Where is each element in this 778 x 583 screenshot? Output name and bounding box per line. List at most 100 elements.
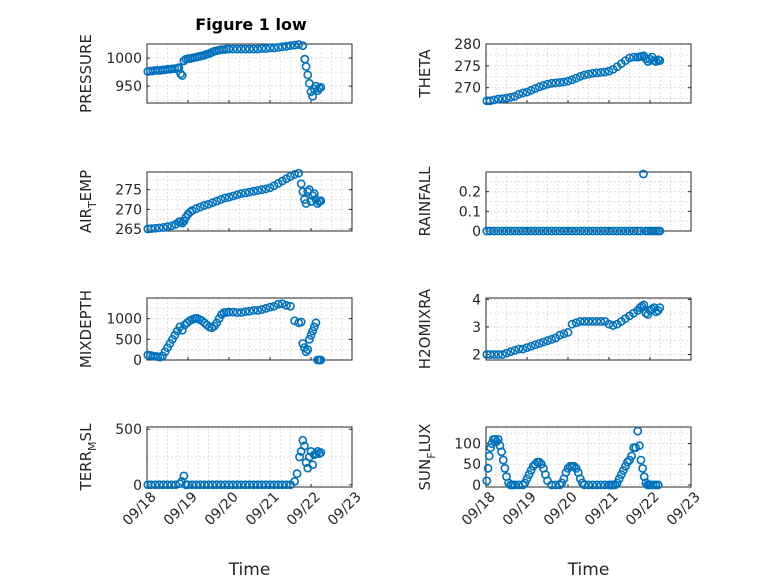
data-point <box>575 71 585 81</box>
y-axis-label: H2OMIXRA <box>416 288 434 369</box>
data-point <box>191 204 201 213</box>
data-point <box>502 93 511 103</box>
data-point <box>257 480 267 490</box>
x-tick-label: 09/20 <box>202 489 242 529</box>
y-tick-label: 265 <box>115 222 142 238</box>
x-tick-label: 09/19 <box>500 489 540 529</box>
data-point <box>514 344 524 354</box>
data-point <box>518 226 528 236</box>
data-point <box>610 480 620 490</box>
data-point <box>163 222 172 232</box>
data-point <box>294 40 304 49</box>
data-point <box>150 480 160 490</box>
data-point <box>311 318 321 328</box>
y-tick-label: 0 <box>133 478 142 494</box>
data-point <box>522 226 532 236</box>
data-point <box>530 340 540 350</box>
data-point <box>150 223 160 233</box>
data-point <box>623 457 632 467</box>
data-point <box>638 463 648 473</box>
data-point <box>261 184 271 194</box>
data-point <box>489 350 499 359</box>
axes-box <box>485 297 692 361</box>
data-point <box>534 82 544 92</box>
data-point <box>614 474 624 484</box>
data-point <box>301 347 311 357</box>
data-point <box>627 451 636 461</box>
data-point <box>608 226 618 236</box>
data-point <box>179 471 189 481</box>
data-point <box>497 94 507 104</box>
data-point <box>551 226 561 236</box>
x-tick-label: 09/21 <box>582 489 622 529</box>
data-point <box>228 307 238 317</box>
data-point <box>154 480 164 490</box>
data-point <box>633 426 643 436</box>
data-point <box>306 330 316 340</box>
data-point <box>493 226 503 236</box>
data-point <box>316 448 326 457</box>
data-point <box>304 334 314 344</box>
data-point <box>592 480 602 490</box>
data-point <box>634 441 644 451</box>
y-tick-label: 3 <box>472 320 481 336</box>
data-point <box>588 226 597 236</box>
data-point <box>625 53 634 63</box>
data-point <box>526 85 536 95</box>
data-point <box>216 195 226 204</box>
data-point <box>608 321 618 330</box>
data-point <box>514 226 524 236</box>
data-point <box>547 226 556 236</box>
data-point <box>146 224 156 234</box>
data-point <box>208 480 217 490</box>
data-point <box>502 226 511 236</box>
data-point <box>232 308 242 317</box>
data-point <box>273 299 283 309</box>
data-point <box>596 317 606 326</box>
data-point <box>518 88 528 98</box>
data-point <box>584 480 593 490</box>
data-point <box>232 44 242 54</box>
data-point <box>228 191 238 201</box>
data-point <box>212 196 222 206</box>
data-point <box>621 461 630 471</box>
data-point <box>543 79 552 89</box>
data-point <box>584 317 593 326</box>
data-point <box>580 480 589 490</box>
data-point <box>612 478 622 488</box>
subplot-7: 0 500 09/18 09/19 09/20 09/21 09/22 09/23 Time TE… <box>77 422 365 580</box>
data-point <box>249 480 258 490</box>
data-point <box>497 350 507 359</box>
data-point <box>555 330 565 340</box>
data-point <box>559 329 569 339</box>
data-point <box>596 68 606 77</box>
data-point <box>265 183 275 193</box>
data-point <box>253 305 263 315</box>
data-point <box>224 44 234 54</box>
data-point <box>286 171 295 181</box>
data-point <box>612 226 622 236</box>
data-point <box>158 223 168 232</box>
data-point <box>269 480 279 490</box>
data-point <box>249 44 258 54</box>
data-point <box>643 310 653 319</box>
data-point <box>286 41 295 51</box>
subplot-3: 265 270 275 AIRTEMP <box>77 168 353 238</box>
data-point <box>510 480 520 490</box>
data-point <box>575 474 585 484</box>
data-point <box>557 478 567 488</box>
data-point <box>621 226 630 236</box>
x-tick-label: 09/20 <box>541 489 581 529</box>
y-tick-label: 0 <box>133 353 142 369</box>
y-tick-label: 270 <box>115 202 142 218</box>
data-point <box>596 226 606 236</box>
data-point <box>520 478 530 488</box>
data-point <box>510 226 520 236</box>
subplot-6: 2 3 4 H2OMIXRA <box>416 288 692 369</box>
data-point <box>518 344 528 354</box>
data-point <box>154 223 164 233</box>
data-point <box>563 328 573 337</box>
data-point <box>551 78 561 88</box>
data-point <box>240 480 250 490</box>
x-tick-label: 09/22 <box>623 489 663 529</box>
